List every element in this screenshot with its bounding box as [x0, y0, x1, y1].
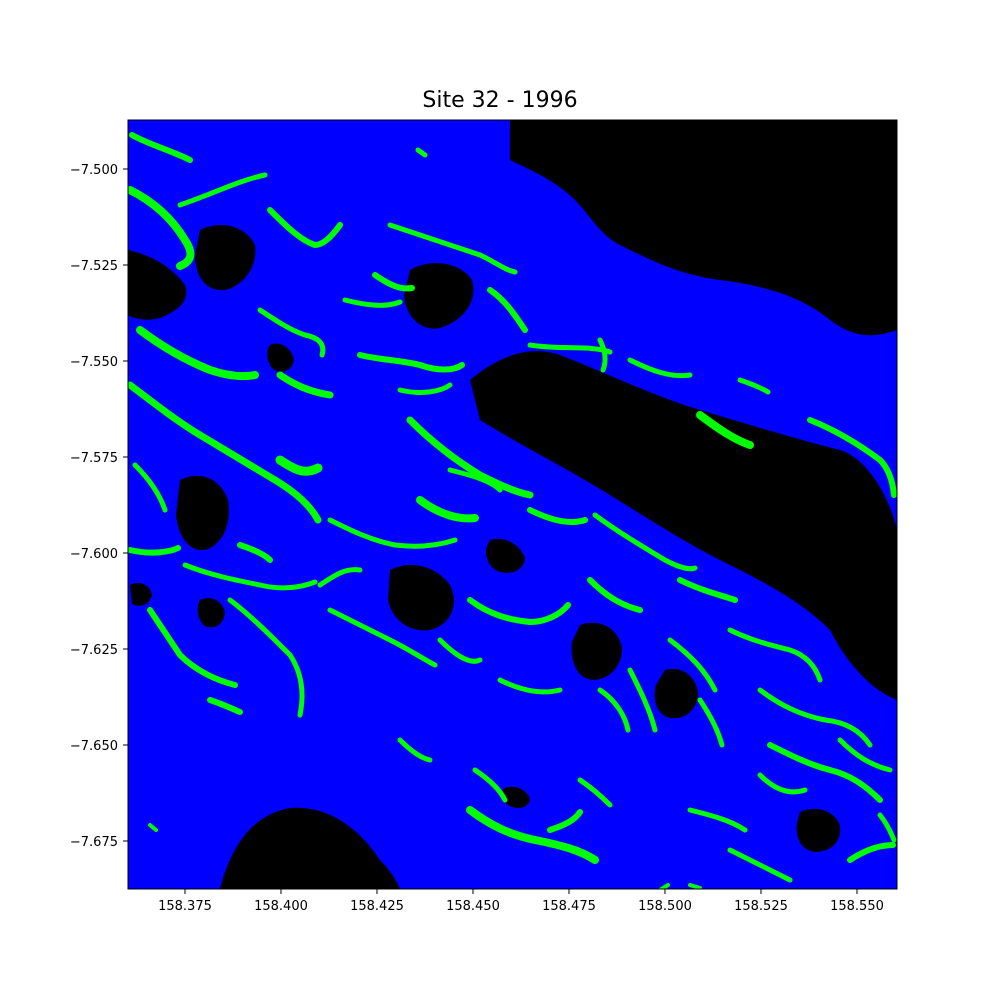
y-tick-label: −7.650	[70, 739, 118, 754]
y-tick-label: −7.550	[70, 355, 118, 370]
x-tick-label: 158.400	[254, 899, 308, 914]
y-axis: −7.500 −7.525 −7.550 −7.575 −7.600 −7.625 −7.6…	[70, 163, 128, 850]
x-tick-label: 158.475	[542, 899, 596, 914]
y-tick-label: −7.625	[70, 643, 118, 658]
x-tick-label: 158.550	[830, 899, 884, 914]
x-tick-label: 158.375	[158, 899, 212, 914]
y-tick-label: −7.600	[70, 547, 118, 562]
y-tick-label: −7.525	[70, 259, 118, 274]
x-tick-label: 158.500	[638, 899, 692, 914]
map-raster	[128, 120, 897, 889]
x-tick-label: 158.425	[350, 899, 404, 914]
x-axis: 158.375 158.400 158.425 158.450 158.475 158.5…	[158, 889, 884, 914]
background-regions	[128, 120, 897, 889]
y-tick-label: −7.675	[70, 835, 118, 850]
x-tick-label: 158.450	[446, 899, 500, 914]
x-tick-label: 158.525	[734, 899, 788, 914]
y-tick-label: −7.575	[70, 451, 118, 466]
vegetation-patches	[128, 132, 897, 889]
axes-frame	[127, 119, 898, 890]
y-tick-label: −7.500	[70, 163, 118, 178]
map-title: Site 32 - 1996	[422, 88, 578, 113]
